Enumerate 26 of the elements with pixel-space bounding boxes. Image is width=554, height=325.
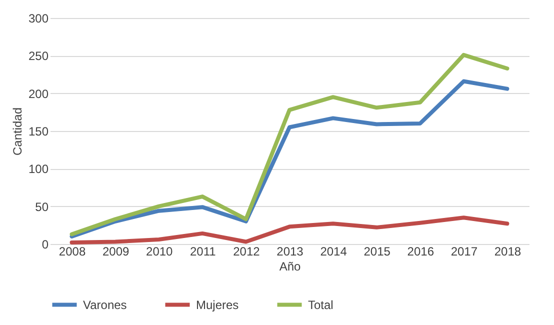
x-tick-label: 2016 xyxy=(407,244,434,258)
x-tick-label: 2012 xyxy=(233,244,260,258)
x-tick-label: 2014 xyxy=(320,244,348,258)
x-tick-label: 2011 xyxy=(190,244,216,258)
x-tick-label: 2015 xyxy=(364,244,391,258)
y-tick-label: 200 xyxy=(28,86,49,101)
legend-label: Mujeres xyxy=(196,298,239,312)
x-tick-label: 2017 xyxy=(450,244,478,258)
x-tick-label: 2009 xyxy=(102,244,130,258)
x-tick-label: 2008 xyxy=(58,244,86,258)
y-tick-label: 300 xyxy=(28,12,49,26)
y-tick-label: 50 xyxy=(35,200,49,214)
legend-label: Varones xyxy=(83,298,127,312)
x-tick-label: 2013 xyxy=(276,244,304,258)
y-axis-title: Cantidad xyxy=(10,107,24,156)
legend-label: Total xyxy=(308,298,334,312)
line-series xyxy=(70,79,510,238)
y-tick-label: 0 xyxy=(42,238,49,252)
line-series xyxy=(70,52,510,236)
line-series xyxy=(70,216,510,244)
x-tick-label: 2018 xyxy=(494,244,522,258)
y-tick-label: 250 xyxy=(28,49,49,64)
y-tick-label: 150 xyxy=(28,124,49,138)
x-axis-title: Año xyxy=(279,260,301,274)
y-tick-label: 100 xyxy=(28,162,49,176)
x-tick-label: 2010 xyxy=(146,244,174,258)
